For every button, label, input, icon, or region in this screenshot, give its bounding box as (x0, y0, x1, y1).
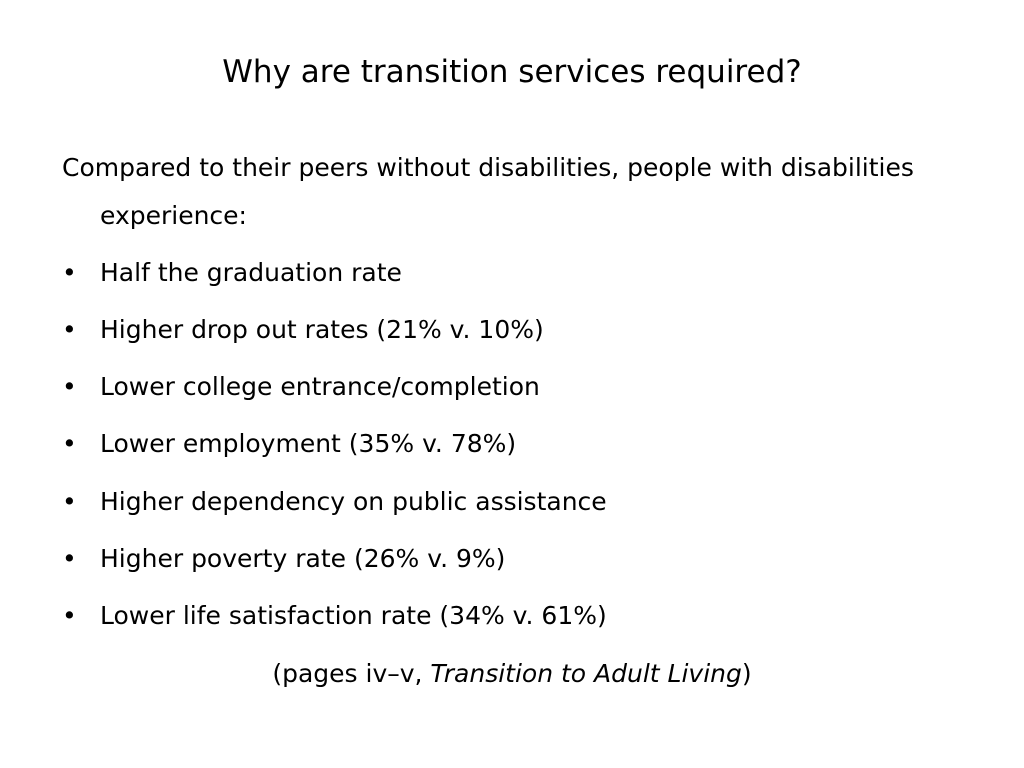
bullet-item: Half the graduation rate (62, 253, 402, 293)
intro-text: Compared to their peers without disabili… (62, 153, 914, 230)
citation-suffix: ) (741, 659, 752, 688)
bullet-item: Lower college entrance/completion (62, 367, 540, 407)
bullet-item: Higher dependency on public assistance (62, 482, 607, 522)
slide-title: Why are transition services required? (222, 54, 802, 90)
citation-work: Transition to Adult Living (430, 659, 742, 688)
bullet-item: Higher drop out rates (21% v. 10%) (62, 310, 544, 350)
bullet-item: Higher poverty rate (26% v. 9%) (62, 539, 505, 579)
citation-prefix: (pages iv–v, (272, 659, 431, 688)
citation: (pages iv–v, Transition to Adult Living) (0, 654, 1024, 694)
bullet-item: Lower life satisfaction rate (34% v. 61%… (62, 596, 607, 636)
bullet-item: Lower employment (35% v. 78%) (62, 424, 516, 464)
